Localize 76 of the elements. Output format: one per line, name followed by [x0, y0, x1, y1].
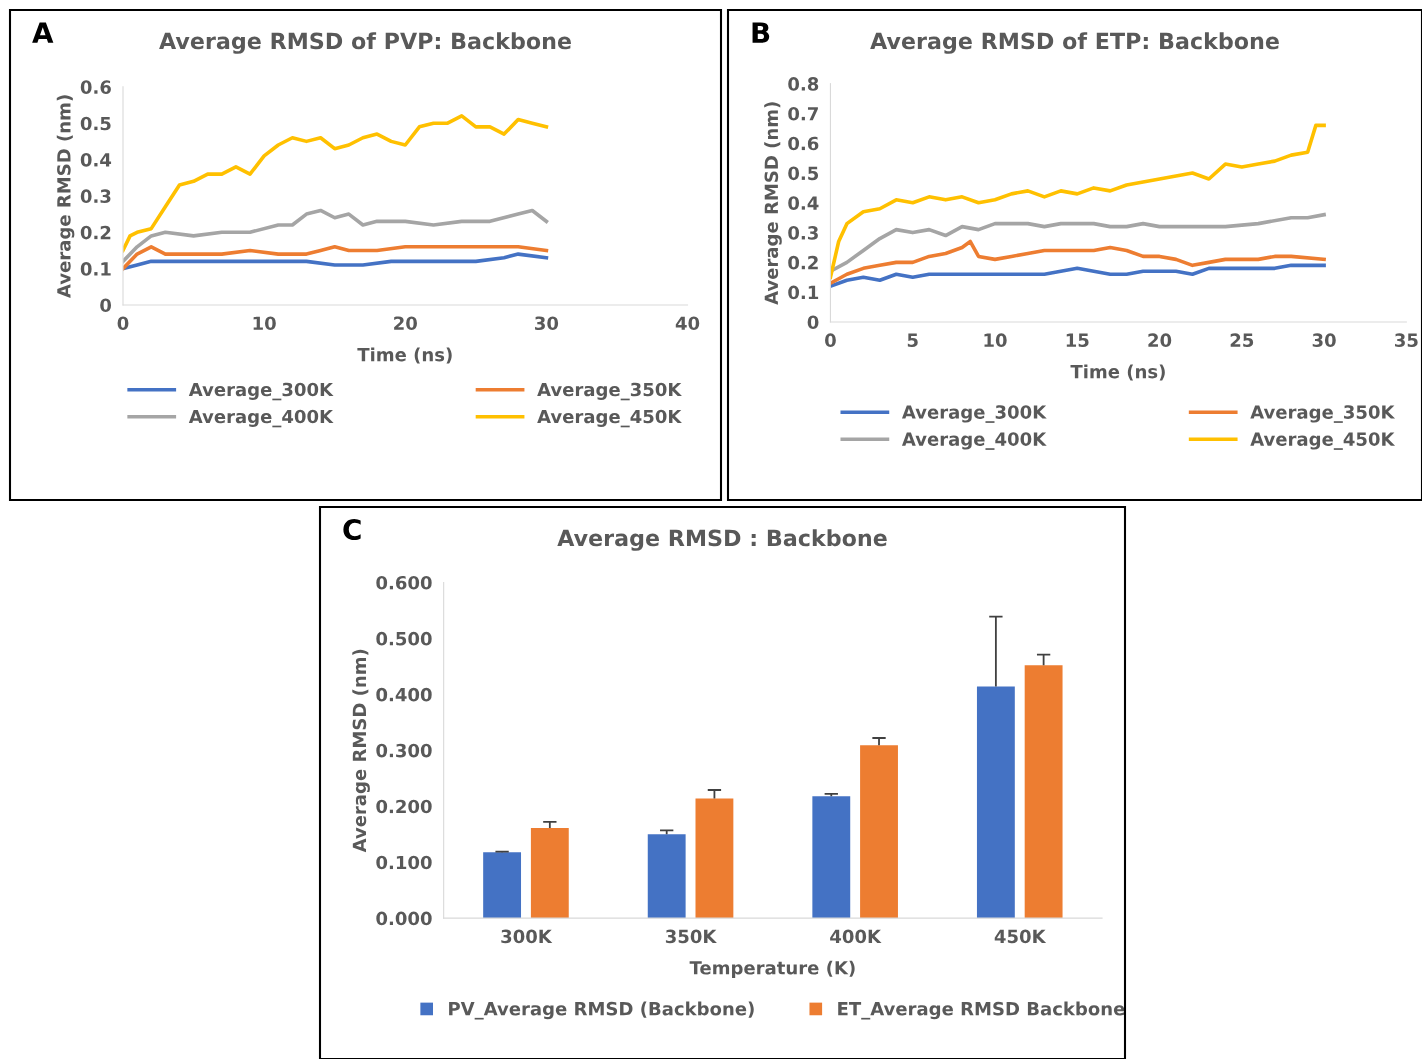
- y-tick-label: 0.6: [80, 80, 111, 94]
- x-tick-label: 15: [1066, 333, 1089, 348]
- line-series: [123, 114, 549, 253]
- x-tick-label: 350K: [665, 929, 717, 944]
- legend-label: Average_400K: [901, 432, 1047, 450]
- bar: [647, 834, 686, 919]
- legend-label: Average_350K: [1250, 405, 1396, 423]
- x-tick-label: 20: [1148, 333, 1172, 348]
- y-tick-label: 0.100: [376, 855, 432, 870]
- x-axis-title: Time (ns): [357, 347, 452, 364]
- y-axis-title: Average RMSD (nm): [352, 649, 370, 853]
- legend-label: ET_Average RMSD Backbone: [838, 1001, 1125, 1020]
- y-tick-label: 0.3: [788, 226, 818, 240]
- x-tick-label: 0: [825, 333, 836, 348]
- legend-label: Average_450K: [1250, 432, 1396, 450]
- line-series: [123, 208, 549, 264]
- text: C: [343, 519, 361, 541]
- legend-label: Average_350K: [537, 382, 682, 401]
- line-series: [123, 245, 549, 271]
- x-tick-label: 400K: [830, 929, 882, 944]
- x-tick-label: 20: [394, 316, 417, 331]
- x-tick-label: 40: [675, 316, 700, 331]
- x-tick-label: 10: [253, 316, 276, 331]
- x-tick-label: 10: [984, 333, 1007, 348]
- bar: [695, 798, 734, 919]
- x-axis-title: Time (ns): [1070, 364, 1165, 381]
- legend-label: PV_Average RMSD (Backbone): [449, 1001, 754, 1020]
- bar: [530, 828, 569, 919]
- line-series: [830, 123, 1326, 280]
- y-tick-label: 0.5: [788, 166, 819, 181]
- bar: [483, 852, 522, 919]
- x-tick-label: 300K: [501, 929, 553, 944]
- y-tick-label: 0.2: [80, 225, 111, 240]
- y-tick-label: 0.2: [788, 255, 818, 270]
- x-tick-label: 25: [1230, 333, 1254, 348]
- y-tick-label: 0.1: [788, 285, 819, 300]
- y-tick-label: 0.200: [376, 799, 432, 814]
- y-axis-title: Average RMSD (nm): [56, 95, 75, 298]
- y-tick-label: 0.5: [80, 116, 111, 131]
- x-tick-label: 450K: [994, 929, 1047, 944]
- line-series: [123, 252, 549, 271]
- legend-label: Average_300K: [901, 405, 1047, 423]
- x-tick-label: 5: [907, 333, 918, 348]
- y-tick-label: 0: [100, 298, 112, 313]
- bar: [812, 796, 851, 919]
- y-tick-label: 0.600: [376, 575, 432, 590]
- y-tick-label: 0.000: [376, 911, 432, 926]
- y-tick-label: 0.4: [80, 153, 112, 167]
- x-tick-label: 30: [1312, 333, 1336, 348]
- bar: [860, 745, 898, 919]
- chart-title: Average RMSD of PVP: Backbone: [159, 32, 571, 54]
- line-series: [830, 239, 1326, 286]
- bar: [976, 686, 1015, 919]
- y-tick-label: 0.6: [788, 136, 819, 151]
- legend-label: Average_400K: [188, 409, 334, 428]
- y-tick-label: 0.8: [788, 77, 819, 91]
- x-tick-label: 35: [1395, 333, 1418, 348]
- text: B: [752, 22, 770, 43]
- y-tick-label: 0.400: [376, 687, 432, 702]
- chart-title: Average RMSD of ETP: Backbone: [870, 32, 1279, 54]
- x-axis-title: Temperature (K): [689, 960, 855, 979]
- text: A: [32, 22, 54, 43]
- y-tick-label: 0.4: [788, 196, 819, 210]
- y-tick-label: 0.3: [80, 189, 111, 204]
- bar: [1024, 665, 1063, 919]
- legend-label: Average_300K: [188, 382, 334, 401]
- y-tick-label: 0.500: [376, 631, 432, 646]
- chart-title: Average RMSD : Backbone: [557, 529, 887, 551]
- x-tick-label: 0: [117, 316, 129, 331]
- y-tick-label: 0.300: [376, 743, 432, 758]
- y-tick-label: 0.1: [80, 262, 111, 276]
- y-axis-title: Average RMSD (nm): [764, 102, 782, 305]
- line-series: [830, 263, 1326, 288]
- y-tick-label: 0.7: [788, 106, 818, 121]
- legend-label: Average_450K: [537, 409, 682, 428]
- x-tick-label: 30: [535, 316, 559, 331]
